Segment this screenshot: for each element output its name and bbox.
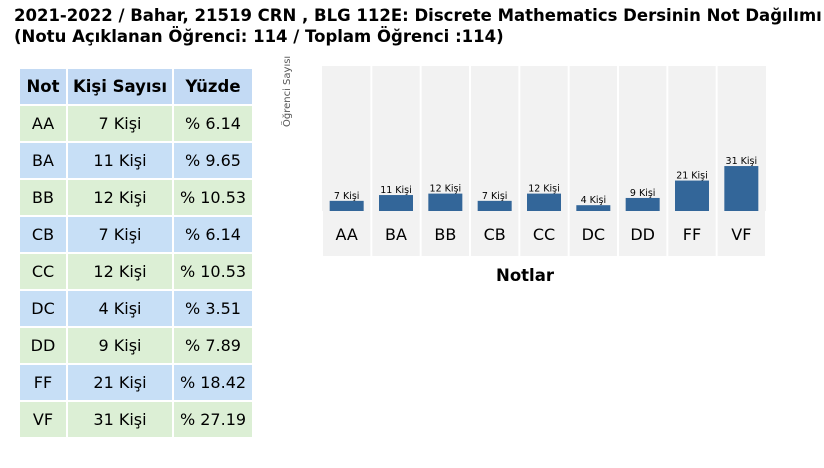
cell-count: 9 Kişi: [66, 326, 174, 365]
table-row: BA 11 Kişi % 9.65: [18, 141, 254, 180]
bar-vf: [724, 166, 759, 211]
cell-count: 12 Kişi: [66, 178, 174, 217]
bar-cb: [477, 200, 512, 211]
cell-percentage: % 18.42: [172, 363, 254, 402]
title-line-1: 2021-2022 / Bahar, 21519 CRN , BLG 112E:…: [14, 6, 822, 25]
cell-grade: DD: [18, 326, 68, 365]
data-label-ba: 11 Kişi: [380, 185, 412, 196]
x-tick-label-bb: BB: [434, 225, 456, 244]
bar-ba: [379, 195, 413, 211]
cell-percentage: % 10.53: [172, 252, 254, 291]
cell-count: 21 Kişi: [66, 363, 174, 402]
table-row: FF 21 Kişi % 18.42: [18, 363, 254, 402]
bar-chart-svg: 7 Kişi AA 11 Kişi BA 12 Kişi BB 7 Kişi CB 12 Kiş…: [322, 66, 766, 256]
bar-bb: [428, 193, 463, 211]
data-label-aa: 7 Kişi: [334, 191, 360, 202]
cell-percentage: % 7.89: [172, 326, 254, 365]
data-label-cb: 7 Kişi: [482, 191, 508, 202]
cell-count: 7 Kişi: [66, 104, 174, 143]
x-axis-title: Notlar: [496, 266, 554, 285]
x-tick-label-dc: DC: [582, 225, 606, 244]
bar-chart: 7 Kişi AA 11 Kişi BA 12 Kişi BB 7 Kişi CB 12 Kiş…: [322, 66, 766, 256]
title-line-2: (Notu Açıklanan Öğrenci: 114 / Toplam Öğ…: [14, 27, 504, 46]
cell-percentage: % 27.19: [172, 400, 254, 439]
page-title: 2021-2022 / Bahar, 21519 CRN , BLG 112E:…: [14, 5, 822, 47]
table-row: DC 4 Kişi % 3.51: [18, 289, 254, 328]
x-tick-label-dd: DD: [630, 225, 655, 244]
cell-count: 4 Kişi: [66, 289, 174, 328]
data-label-vf: 31 Kişi: [726, 156, 758, 167]
cell-percentage: % 10.53: [172, 178, 254, 217]
cell-grade: BB: [18, 178, 68, 217]
x-tick-label-ff: FF: [683, 225, 701, 244]
cell-grade: CB: [18, 215, 68, 254]
x-tick-label-vf: VF: [731, 225, 751, 244]
cell-count: 7 Kişi: [66, 215, 174, 254]
x-tick-label-aa: AA: [335, 225, 357, 244]
cell-percentage: % 3.51: [172, 289, 254, 328]
data-label-dc: 4 Kişi: [581, 195, 607, 206]
x-tick-label-ba: BA: [385, 225, 407, 244]
cell-grade: DC: [18, 289, 68, 328]
cell-count: 31 Kişi: [66, 400, 174, 439]
y-axis-label: Öğrenci Sayısı: [282, 55, 293, 127]
cell-grade: BA: [18, 141, 68, 180]
header-percentage: Yüzde: [172, 67, 254, 106]
table-row: DD 9 Kişi % 7.89: [18, 326, 254, 365]
data-label-dd: 9 Kişi: [630, 188, 656, 199]
cell-grade: CC: [18, 252, 68, 291]
cell-grade: VF: [18, 400, 68, 439]
x-tick-label-cb: CB: [484, 225, 506, 244]
bar-cc: [527, 193, 561, 211]
bar-dd: [625, 197, 660, 211]
data-label-cc: 12 Kişi: [528, 184, 560, 195]
table-row: BB 12 Kişi % 10.53: [18, 178, 254, 217]
cell-percentage: % 9.65: [172, 141, 254, 180]
table-header-row: Not Kişi Sayısı Yüzde: [18, 67, 254, 106]
cell-percentage: % 6.14: [172, 104, 254, 143]
x-tick-label-cc: CC: [533, 225, 555, 244]
header-student-count: Kişi Sayısı: [66, 67, 174, 106]
table-row: CB 7 Kişi % 6.14: [18, 215, 254, 254]
cell-count: 12 Kişi: [66, 252, 174, 291]
cell-count: 11 Kişi: [66, 141, 174, 180]
table-row: CC 12 Kişi % 10.53: [18, 252, 254, 291]
header-grade: Not: [18, 67, 68, 106]
bar-aa: [329, 200, 364, 211]
data-label-ff: 21 Kişi: [676, 171, 708, 182]
bar-dc: [576, 205, 611, 211]
grade-distribution-table: Not Kişi Sayısı Yüzde AA 7 Kişi % 6.14 B…: [18, 67, 254, 439]
data-label-bb: 12 Kişi: [430, 184, 462, 195]
cell-grade: AA: [18, 104, 68, 143]
cell-percentage: % 6.14: [172, 215, 254, 254]
table-row: AA 7 Kişi % 6.14: [18, 104, 254, 143]
table-row: VF 31 Kişi % 27.19: [18, 400, 254, 439]
cell-grade: FF: [18, 363, 68, 402]
bar-ff: [675, 180, 709, 211]
